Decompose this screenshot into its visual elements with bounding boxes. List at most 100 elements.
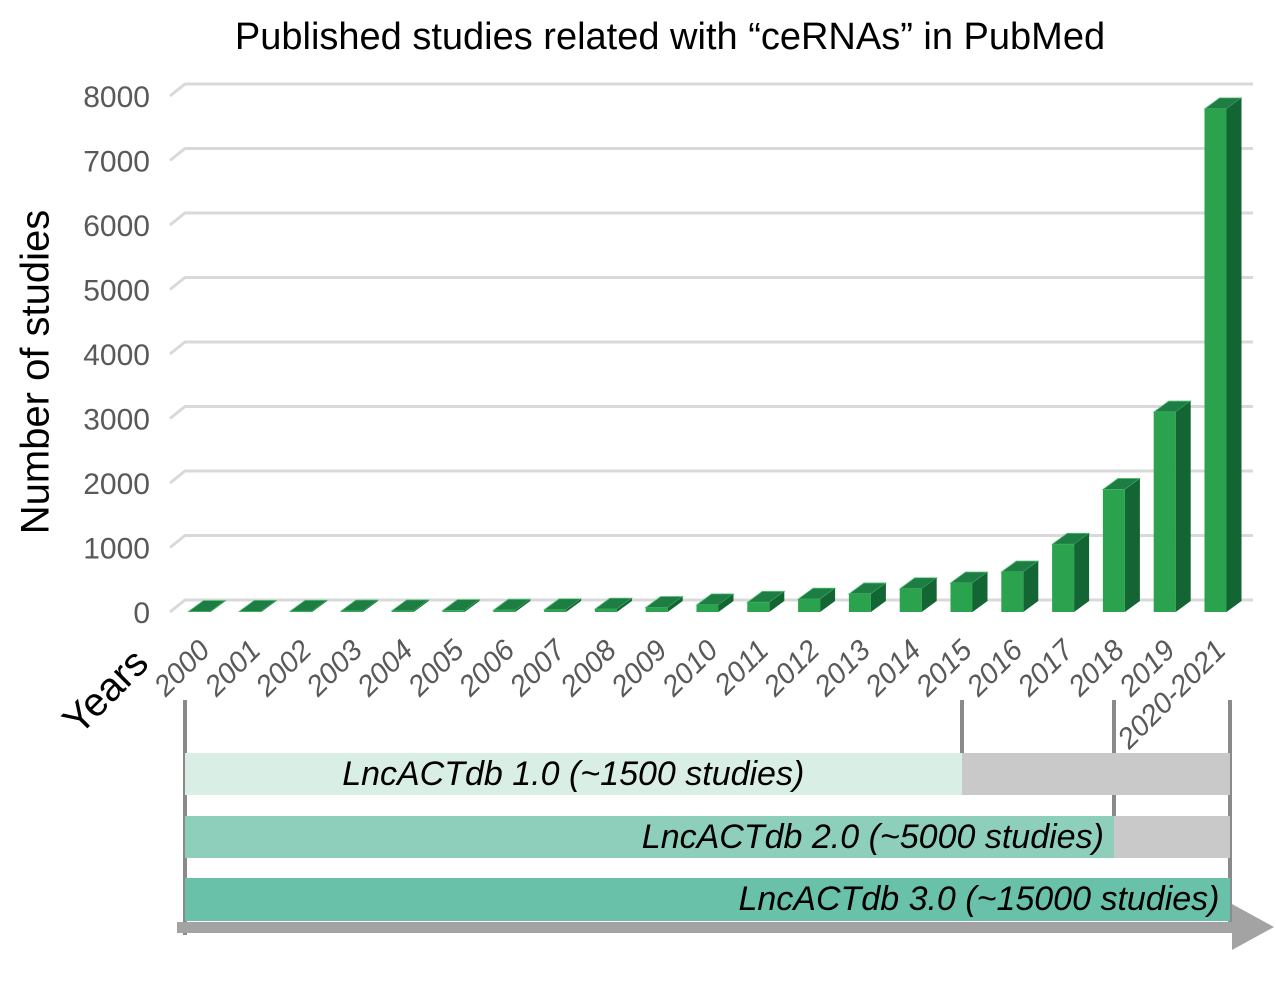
- gridline-5000: [169, 276, 1253, 291]
- timeline-bar-v1: LncACTdb 1.0 (~1500 studies): [185, 753, 1230, 795]
- bar-2010-front-face: [696, 604, 719, 612]
- bar-2017-side-face: [1074, 533, 1090, 612]
- timeline-arrow-shaft: [177, 922, 1234, 933]
- x-tick-label-2015: 2015: [909, 634, 979, 704]
- bar-2017: [1050, 532, 1091, 612]
- bar-2017-front-face: [1052, 544, 1075, 612]
- bar-2013-front-face: [848, 593, 871, 612]
- bar-2013: [847, 582, 888, 612]
- bar-2011-side-face: [769, 591, 785, 612]
- bar-2006: [492, 598, 532, 612]
- x-tick-label-2000: 2000: [147, 634, 216, 703]
- timeline-guide-v3-end: [1227, 700, 1232, 932]
- bar-2002-side-face: [312, 600, 328, 612]
- bar-2012-front-face: [798, 599, 821, 612]
- y-tick-label-0: 0: [133, 597, 150, 630]
- bar-2015-front-face: [950, 582, 973, 612]
- bar-2001-side-face: [261, 600, 277, 612]
- gridline-8000: [169, 82, 1253, 98]
- y-tick-label-1000: 1000: [83, 533, 150, 566]
- x-tick-label-2008: 2008: [554, 634, 623, 703]
- x-tick-label-2010: 2010: [655, 634, 724, 703]
- x-tick-label-2018: 2018: [1062, 634, 1131, 703]
- bar-2019-front-face: [1153, 412, 1176, 612]
- x-tick-label-2001: 2001: [198, 634, 267, 703]
- gridline-3000: [169, 405, 1253, 420]
- bar-2000-top-face: [187, 600, 227, 612]
- bar-2005-side-face: [464, 599, 480, 612]
- bar-2003: [339, 599, 380, 612]
- y-tick-label-6000: 6000: [83, 210, 150, 243]
- x-tick-label-2003: 2003: [300, 634, 369, 703]
- x-tick-label-2009: 2009: [605, 634, 674, 703]
- bar-2016: [1000, 560, 1040, 612]
- bar-2003-front-face: [340, 611, 363, 612]
- bar-2020-2021-front-face: [1204, 108, 1227, 613]
- gridline-4000: [169, 340, 1253, 356]
- bar-2002-front-face: [290, 611, 313, 612]
- timeline-bar-v1-uncovered: [961, 753, 1230, 795]
- x-tick-label-2017: 2017: [1011, 633, 1081, 703]
- x-tick-label-2016: 2016: [960, 634, 1030, 704]
- bar-2011-front-face: [747, 602, 770, 612]
- bar-2008-side-face: [616, 598, 632, 612]
- bar-2001: [238, 599, 278, 612]
- bar-2006-side-face: [515, 599, 531, 612]
- bar-2014-side-face: [921, 577, 937, 612]
- bar-2013-side-face: [870, 582, 886, 612]
- bar-2010-side-face: [718, 593, 734, 612]
- timeline-bar-v2-uncovered: [1113, 816, 1230, 858]
- timeline-bar-v3: LncACTdb 3.0 (~15000 studies): [185, 878, 1230, 921]
- x-tick-label-2011: 2011: [708, 634, 775, 701]
- bar-2002-top-face: [288, 599, 329, 612]
- bar-2002: [288, 599, 329, 612]
- bar-2004-side-face: [413, 599, 429, 612]
- gridline-0: [169, 598, 1253, 614]
- bar-2009: [644, 596, 684, 612]
- x-tick-label-2007: 2007: [503, 633, 573, 703]
- bar-2007-side-face: [566, 598, 582, 612]
- bar-2015: [949, 571, 989, 612]
- x-tick-label-2006: 2006: [452, 634, 522, 704]
- bar-2010: [695, 593, 735, 612]
- y-tick-label-3000: 3000: [83, 404, 150, 437]
- gridline-6000: [169, 211, 1253, 227]
- bar-2004: [390, 599, 430, 612]
- gridline-2000: [169, 469, 1253, 485]
- bar-2018-front-face: [1102, 489, 1125, 612]
- bar-2018-side-face: [1124, 478, 1140, 612]
- bar-2008-front-face: [594, 609, 617, 612]
- y-tick-label-2000: 2000: [83, 468, 150, 501]
- timeline-arrow-head: [1231, 904, 1274, 950]
- timeline-guide-v1-end: [959, 700, 964, 795]
- bar-2014: [898, 577, 938, 612]
- bar-2012: [796, 587, 837, 612]
- bar-2007: [542, 598, 583, 612]
- bar-2011: [746, 590, 786, 612]
- bar-2003-top-face: [339, 599, 380, 612]
- x-tick-label-2014: 2014: [859, 634, 928, 703]
- timeline-bar-v2-label: LncACTdb 2.0 (~5000 studies): [641, 817, 1104, 856]
- timeline-bar-v3-label: LncACTdb 3.0 (~15000 studies): [738, 880, 1220, 918]
- bar-2014-front-face: [899, 588, 922, 612]
- gridline-1000: [169, 534, 1253, 549]
- timeline-bar-v3-covered: [185, 878, 1230, 921]
- timeline-bar-v1-covered: [185, 753, 962, 795]
- bar-2001-front-face: [239, 611, 262, 612]
- bar-2006-front-face: [493, 610, 516, 612]
- x-tick-label-2012: 2012: [757, 634, 826, 703]
- bar-chart-canvas: 0100020003000400050006000700080002000200…: [83, 81, 1253, 756]
- bar-2018: [1101, 478, 1142, 612]
- bar-2000-side-face: [210, 600, 226, 612]
- bar-2001-top-face: [238, 599, 278, 612]
- x-tick-label-2004: 2004: [351, 634, 420, 703]
- bar-2020-2021-side-face: [1226, 97, 1242, 612]
- bar-2012-side-face: [820, 588, 836, 612]
- bar-2003-side-face: [362, 600, 378, 612]
- bar-2016-side-face: [1023, 561, 1039, 612]
- bar-2005-front-face: [442, 610, 465, 612]
- bar-2008: [593, 597, 634, 612]
- y-tick-label-8000: 8000: [83, 81, 150, 114]
- chart-title: Published studies related with “ceRNAs” …: [234, 16, 1106, 58]
